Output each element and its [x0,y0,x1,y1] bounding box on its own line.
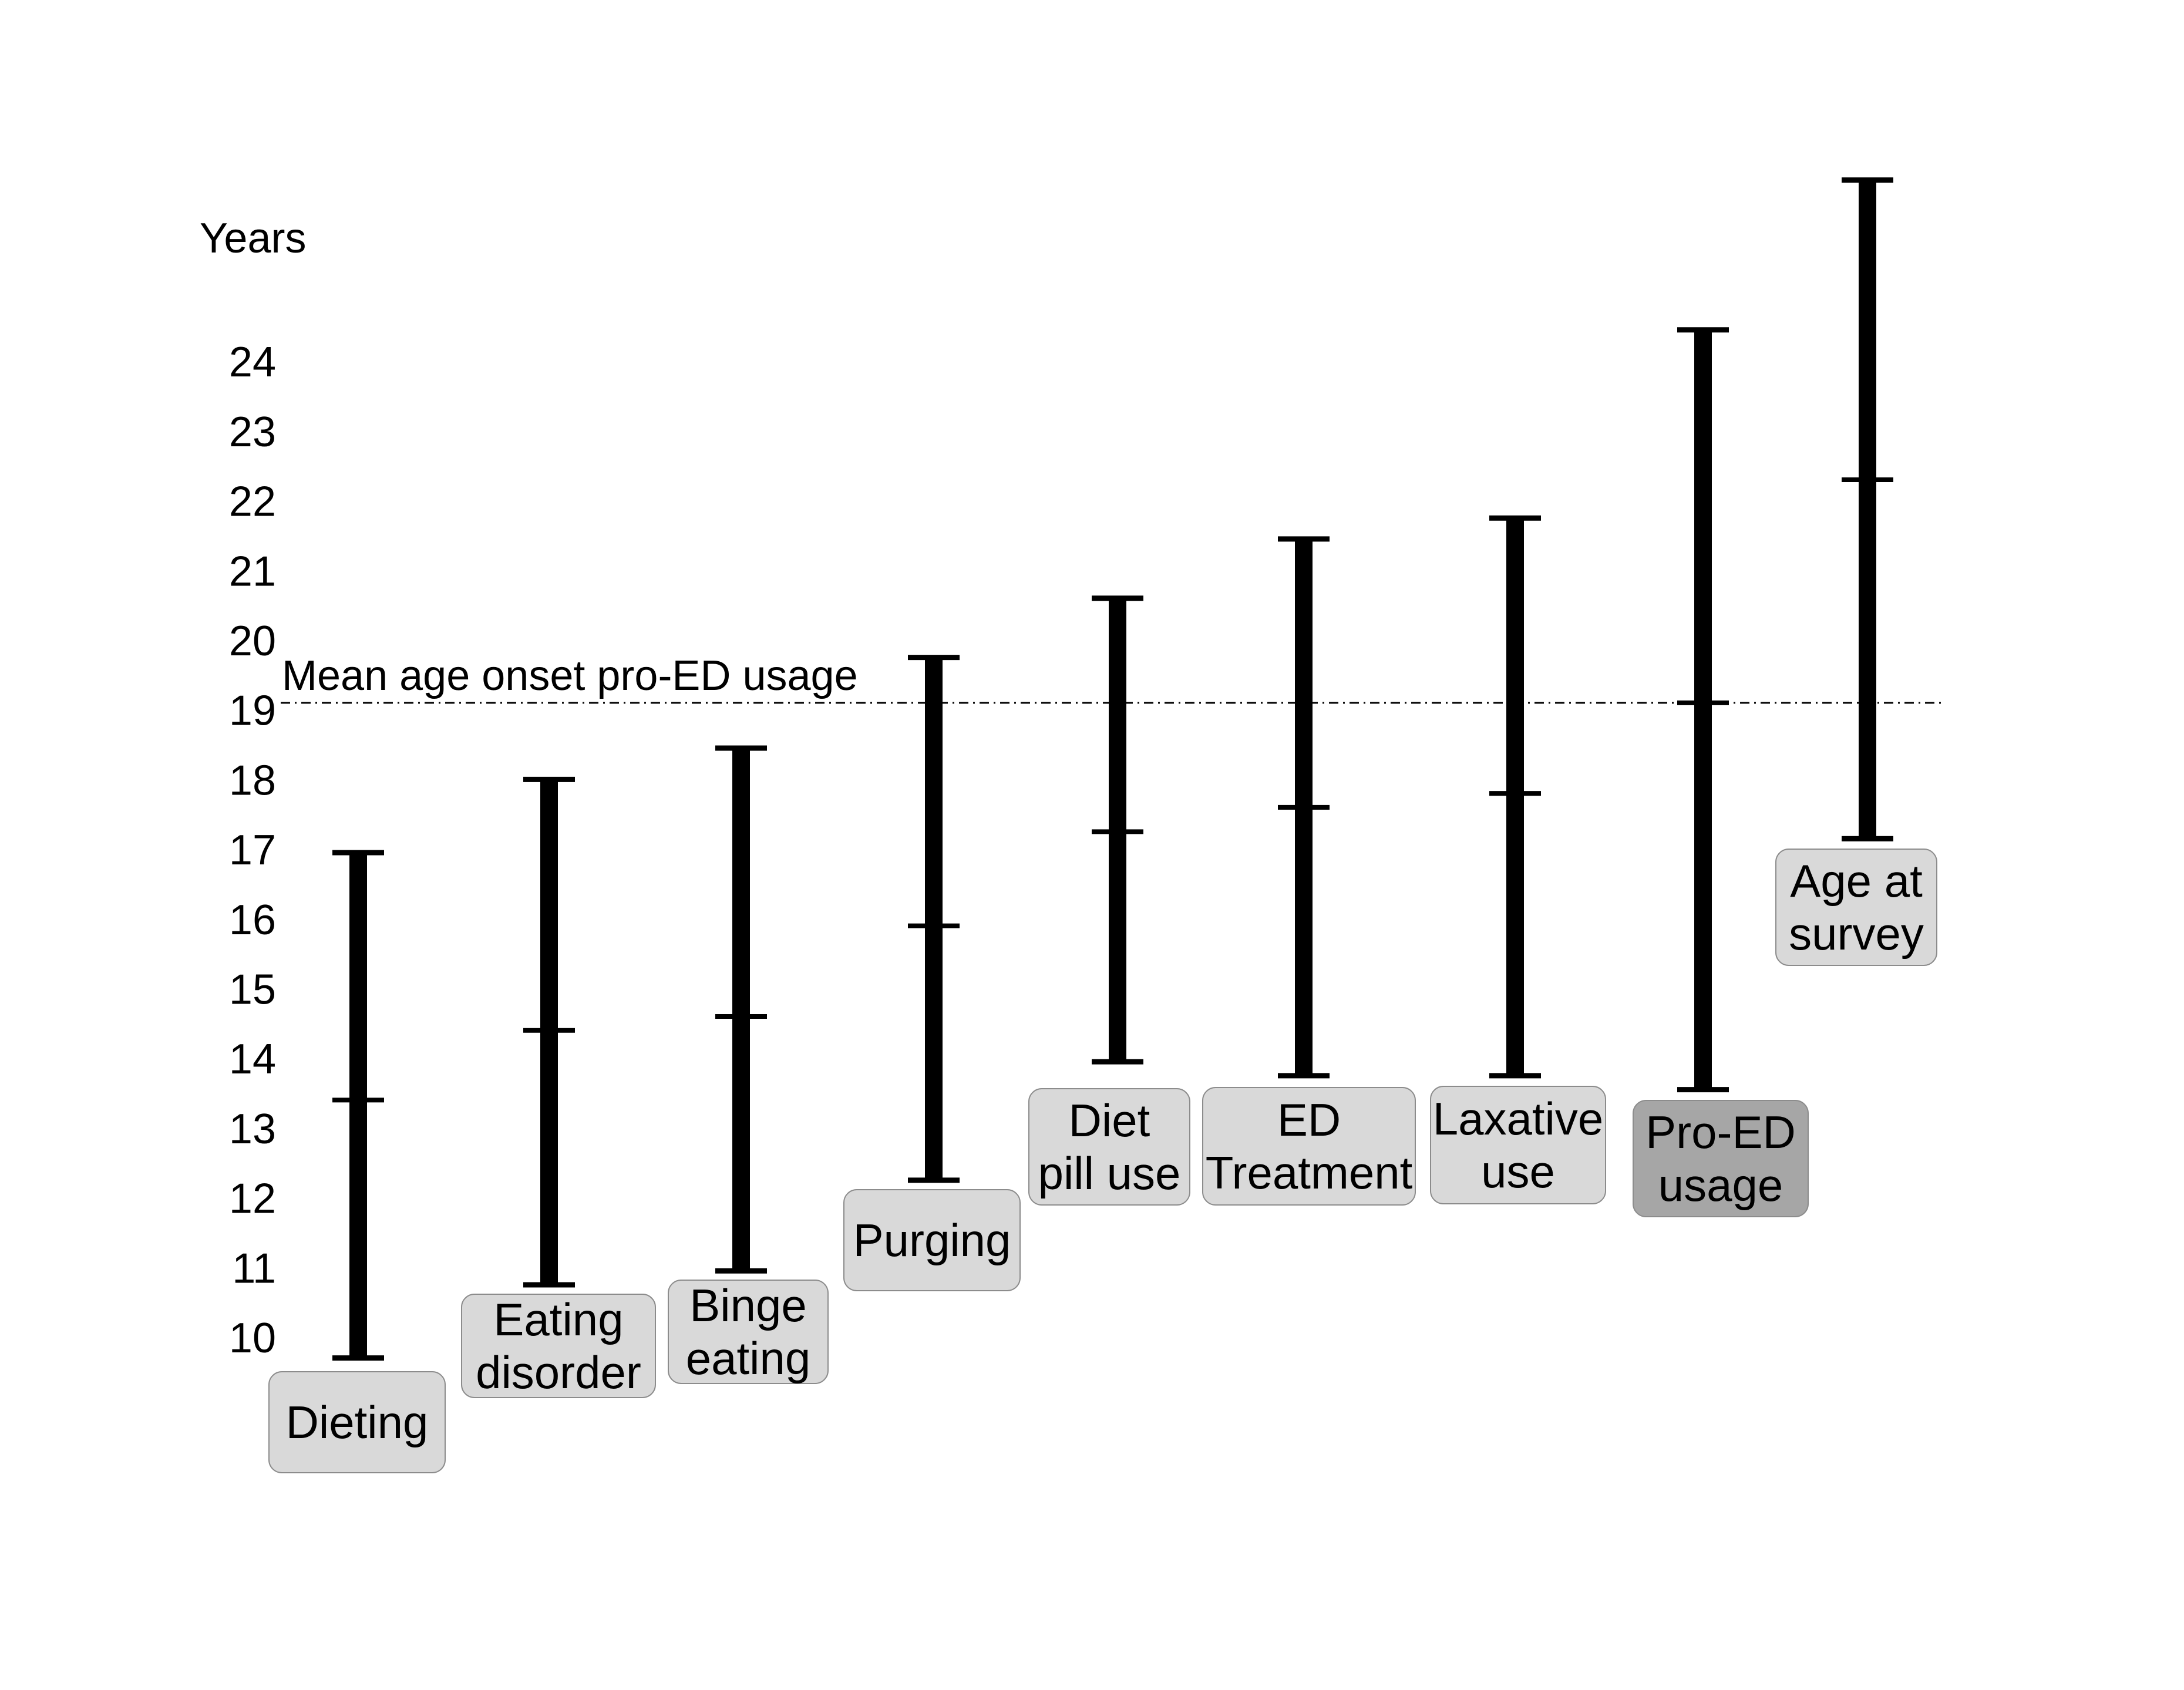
category-label: Eating disorder [476,1294,641,1398]
y-tick-label: 19 [229,688,276,735]
category-label: Age at survey [1789,855,1924,960]
category-label: Purging [853,1214,1011,1266]
category-label: Dieting [286,1396,429,1448]
range-item: ED Treatment [1202,536,1416,1206]
category-label: Laxative use [1433,1093,1604,1197]
y-tick-label: 20 [229,618,276,665]
category-label-box [1430,1086,1606,1204]
range-item: Binge eating [668,745,829,1384]
range-bars: Dieting Eating disorder Binge eating Purging D… [268,177,1937,1473]
range-bar [1859,180,1876,839]
category-label: Diet pill use [1038,1095,1181,1199]
category-label-box [461,1294,656,1398]
y-axis-title: Years [200,215,306,262]
reference-line-label: Mean age onset pro-ED usage [282,652,858,699]
y-tick-label: 24 [229,339,276,386]
category-label: Binge eating [686,1280,811,1384]
y-tick-label: 18 [229,757,276,804]
range-item: Eating disorder [461,776,656,1398]
range-item: Dieting [268,850,446,1473]
range-item: Purging [843,655,1021,1291]
y-axis-ticks: 10 11 12 13 14 15 16 17 18 19 20 21 22 23 24 [229,339,276,1362]
category-label-box [843,1189,1021,1291]
category-label-box [1775,849,1937,966]
y-tick-label: 14 [229,1036,276,1083]
y-tick-label: 11 [232,1245,276,1292]
category-label-box [1202,1087,1416,1206]
category-label: Pro-ED usage [1645,1106,1796,1211]
range-item: Laxative use [1430,515,1606,1204]
range-item: Age at survey [1775,177,1937,966]
category-label-box [1633,1100,1809,1217]
category-label-box [268,1371,446,1473]
y-tick-label: 16 [229,897,276,944]
range-bar [925,657,943,1180]
y-tick-label: 15 [229,967,276,1014]
y-tick-label: 23 [229,409,276,456]
y-tick-label: 12 [229,1176,276,1223]
y-tick-label: 21 [229,548,276,595]
range-bar [1506,518,1524,1076]
y-tick-label: 13 [229,1106,276,1153]
range-bar [732,748,750,1271]
y-tick-label: 22 [229,479,276,526]
range-bar [349,853,367,1358]
category-label-box [668,1280,829,1384]
category-label-box [1028,1088,1190,1206]
range-item: Pro-ED usage [1633,327,1809,1217]
y-tick-label: 10 [229,1315,276,1362]
y-tick-label: 17 [229,827,276,874]
range-item: Diet pill use [1028,595,1190,1206]
range-bar [1694,329,1712,1090]
category-label: ED Treatment [1206,1094,1413,1199]
